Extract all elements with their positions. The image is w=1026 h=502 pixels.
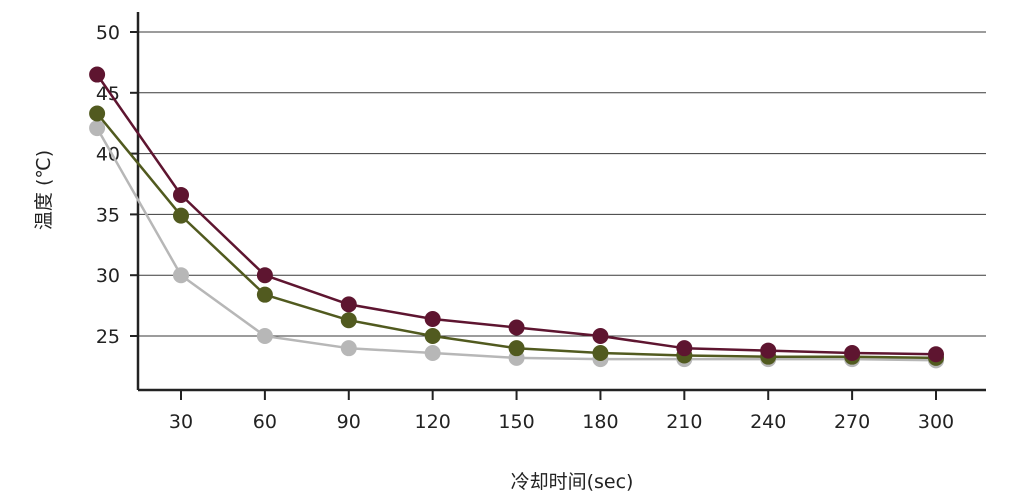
x-tick-labels: 30 60 90 120 150 180 210 240 270 300 — [169, 390, 954, 433]
series-2-point-180 — [592, 345, 609, 362]
series-3-point-60 — [256, 328, 273, 344]
series-2-point-120 — [424, 328, 441, 344]
series-1-point-60 — [256, 267, 273, 284]
y-axis-title: 温度 (℃) — [33, 150, 55, 230]
series-3-point-30 — [173, 267, 189, 284]
series-1-point-0 — [89, 66, 106, 83]
series-3-point-120 — [424, 345, 441, 362]
y-tick-label-35: 35 — [96, 204, 120, 226]
x-tick-label-60: 60 — [253, 411, 277, 433]
series-1-point-300 — [928, 346, 944, 363]
x-tick-label-30: 30 — [169, 411, 193, 433]
x-axis-title: 冷却时间(sec) — [511, 471, 634, 493]
series-3-point-90 — [340, 340, 357, 357]
series-1-point-180 — [592, 328, 609, 344]
series-2-point-60 — [256, 286, 273, 303]
x-tick-label-240: 240 — [750, 411, 786, 433]
x-tick-label-150: 150 — [498, 411, 534, 433]
x-tick-label-210: 210 — [666, 411, 702, 433]
x-tick-label-270: 270 — [834, 411, 870, 433]
x-tick-label-300: 300 — [918, 411, 954, 433]
series-1-point-210 — [676, 340, 693, 357]
series-1-point-240 — [760, 342, 777, 359]
x-tick-label-120: 120 — [415, 411, 451, 433]
series-1-point-90 — [340, 296, 357, 313]
series-1-point-150 — [508, 319, 525, 336]
series-2-point-0 — [89, 105, 106, 122]
x-tick-label-90: 90 — [337, 411, 361, 433]
data-series — [89, 66, 944, 369]
series-2-point-30 — [173, 207, 189, 224]
series-2-point-150 — [508, 340, 525, 357]
y-tick-label-25: 25 — [96, 326, 120, 348]
series-1-point-120 — [424, 310, 441, 327]
x-tick-label-180: 180 — [582, 411, 618, 433]
series-1 — [89, 66, 944, 363]
series-1-point-270 — [844, 345, 861, 362]
y-tick-label-30: 30 — [96, 265, 120, 287]
grid-lines — [138, 31, 986, 337]
series-3-point-0 — [89, 120, 106, 137]
series-2-point-90 — [340, 312, 357, 329]
series-1-point-30 — [173, 186, 189, 203]
y-tick-label-50: 50 — [96, 22, 120, 44]
